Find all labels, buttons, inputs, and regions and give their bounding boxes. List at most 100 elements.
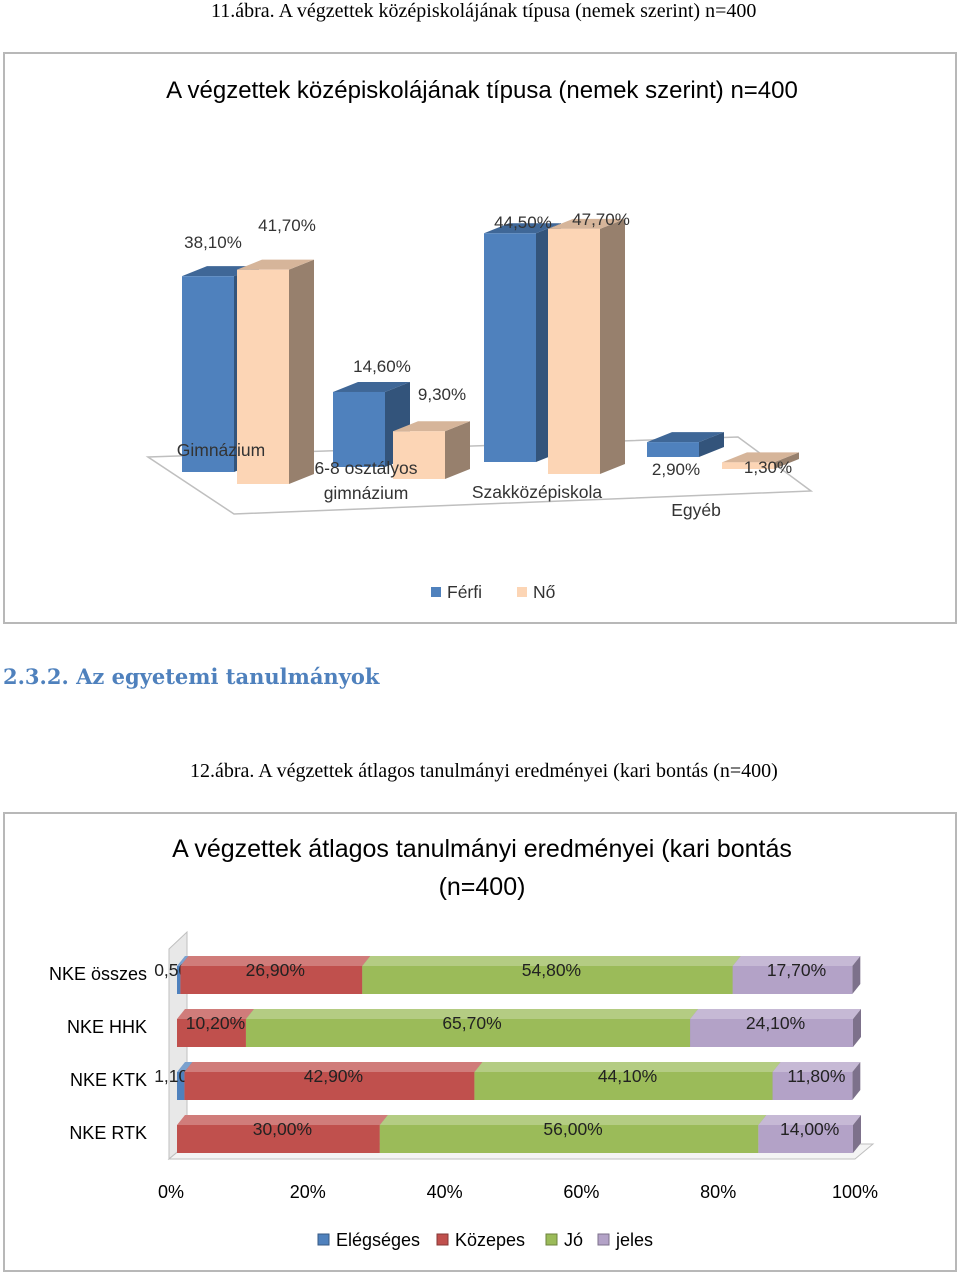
chart-1-svg: A végzettek középiskolájának típusa (nem…	[145, 77, 814, 602]
segment-face	[177, 1072, 185, 1100]
bar-top	[647, 432, 724, 443]
data-label: 14,60%	[353, 357, 411, 376]
bar-no-0	[237, 259, 314, 484]
bar-segment-jó-1	[245, 1009, 699, 1047]
data-label: 26,90%	[246, 960, 305, 980]
segment-top	[758, 1115, 861, 1125]
segment-top	[177, 956, 189, 966]
bar-front	[237, 269, 289, 484]
legend-label-jó: Jó	[564, 1230, 583, 1250]
bar-side	[699, 432, 724, 457]
segment-top	[362, 956, 741, 966]
x-tick-label: 80%	[700, 1182, 736, 1202]
bar-front	[182, 276, 234, 472]
bar-segment-jó-2	[474, 1062, 781, 1100]
segment-top	[690, 1009, 861, 1019]
data-label: 17,70%	[767, 960, 826, 980]
legend-swatch-elégséges	[317, 1233, 330, 1246]
bar-segment-közepes-2	[184, 1062, 483, 1100]
bar-top	[484, 223, 561, 234]
segment-top	[177, 1009, 254, 1019]
segment-top	[379, 1115, 767, 1125]
legend-swatch-no	[517, 587, 527, 597]
data-label: 38,10%	[184, 233, 242, 252]
x-category-label: 6-8 osztályos	[314, 458, 417, 478]
bar-side	[445, 421, 470, 479]
bar-top	[393, 421, 470, 432]
legend-label-ferfi: Férfi	[447, 582, 482, 602]
segment-top	[177, 1062, 193, 1072]
data-label: 1,30%	[744, 458, 792, 477]
chart-2-svg: A végzettek átlagos tanulmányi eredménye…	[49, 835, 878, 1250]
chart-2-title: (n=400)	[439, 873, 526, 901]
x-tick-label: 60%	[563, 1182, 599, 1202]
data-label: 56,00%	[543, 1119, 602, 1139]
segment-face	[177, 966, 181, 994]
segment-top	[245, 1009, 699, 1019]
x-tick-label: 40%	[427, 1182, 463, 1202]
x-category-label: gimnázium	[324, 483, 409, 503]
x-category-label: Egyéb	[671, 500, 721, 520]
data-label: 24,10%	[746, 1013, 805, 1033]
bar-segment-jeles-1	[690, 1009, 861, 1047]
bar-front	[722, 462, 774, 469]
figure-11-caption: 11.ábra. A végzettek középiskolájának tí…	[211, 0, 757, 22]
segment-face	[690, 1019, 853, 1047]
data-label: 30,00%	[253, 1119, 312, 1139]
segment-top	[184, 1062, 483, 1072]
section-heading: 2.3.2. Az egyetemi tanulmányok	[3, 664, 380, 689]
segment-end	[853, 1009, 861, 1047]
bar-no-3	[722, 452, 799, 469]
chart-1-title: A végzettek középiskolájának típusa (nem…	[166, 77, 798, 104]
bar-front	[484, 233, 536, 462]
x-tick-label: 0%	[158, 1182, 184, 1202]
data-label: 14,00%	[780, 1119, 839, 1139]
legend-label-közepes: Közepes	[455, 1230, 525, 1250]
segment-face	[772, 1072, 853, 1100]
segment-end	[852, 1062, 861, 1100]
segment-face	[177, 1125, 380, 1153]
segment-top	[772, 1062, 861, 1072]
segment-face	[184, 1072, 475, 1100]
x-category-label: Szakközépiskola	[472, 482, 603, 502]
x-tick-label: 100%	[832, 1182, 878, 1202]
legend-label-jeles: jeles	[615, 1230, 653, 1250]
bar-no-1	[393, 421, 470, 479]
segment-top	[474, 1062, 781, 1072]
bar-segment-közepes-0	[180, 956, 371, 994]
legend-swatch-ferfi	[431, 587, 441, 597]
segment-end	[853, 1115, 861, 1153]
chart-1-frame: A végzettek középiskolájának típusa (nem…	[3, 52, 957, 624]
bar-segment-jeles-2	[772, 1062, 861, 1100]
legend-label-elégséges: Elégséges	[336, 1230, 420, 1250]
bar-ferfi-3	[647, 432, 724, 457]
legend-swatch-jó	[545, 1233, 558, 1246]
data-label: 9,30%	[418, 385, 466, 404]
segment-face	[379, 1125, 759, 1153]
segment-face	[362, 966, 733, 994]
legend-swatch-jeles	[597, 1233, 610, 1246]
bar-side	[289, 259, 314, 484]
data-label: 47,70%	[572, 210, 630, 229]
bar-top	[237, 259, 314, 270]
data-label: 44,10%	[598, 1066, 657, 1086]
data-label: 65,70%	[442, 1013, 501, 1033]
segment-top	[180, 956, 371, 966]
data-label: 10,20%	[186, 1013, 245, 1033]
bar-ferfi-1	[333, 381, 410, 467]
segment-end	[852, 956, 861, 994]
y-category-label: NKE RTK	[69, 1123, 147, 1143]
data-label: 41,70%	[258, 216, 316, 235]
bar-top	[548, 218, 625, 229]
segment-top	[177, 1115, 388, 1125]
bar-front	[333, 391, 385, 467]
bar-no-2	[548, 218, 625, 474]
bar-top	[722, 452, 799, 463]
chart-2-title: A végzettek átlagos tanulmányi eredménye…	[172, 835, 792, 863]
legend-swatch-közepes	[436, 1233, 449, 1246]
data-label: 44,50%	[494, 213, 552, 232]
y-category-label: NKE KTK	[70, 1070, 147, 1090]
bar-segment-jeles-3	[758, 1115, 861, 1153]
x-category-label: Gimnázium	[177, 440, 266, 460]
data-label: 11,80%	[787, 1066, 845, 1086]
